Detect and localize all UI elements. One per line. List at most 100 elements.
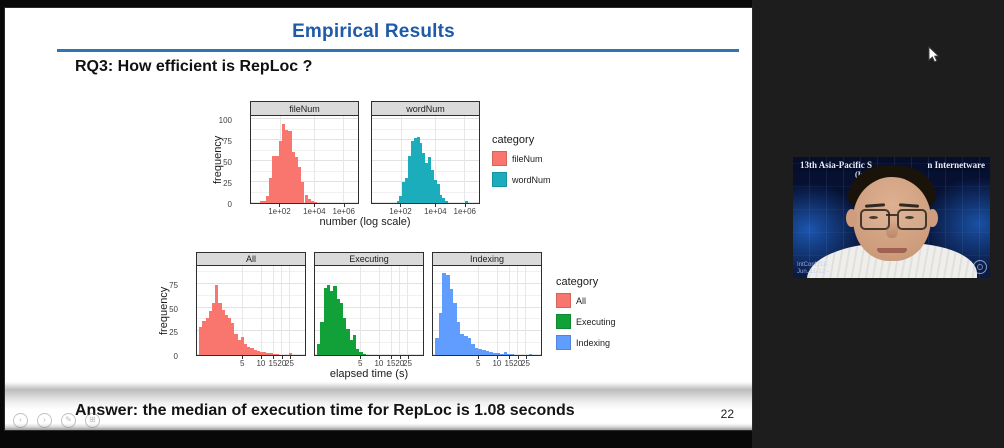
histogram-bar xyxy=(310,201,315,203)
gridline xyxy=(435,116,437,203)
histogram-bar xyxy=(247,346,251,355)
gridline xyxy=(260,266,262,355)
glasses-bridge xyxy=(886,214,897,216)
histogram-bar xyxy=(467,338,472,355)
next-slide-button[interactable]: › xyxy=(37,413,52,428)
x-tick-label: 1e+06 xyxy=(453,207,476,216)
histogram-bar xyxy=(269,178,273,203)
y-tick-label: 50 xyxy=(169,304,178,314)
presenter-controls: ‹ › ✎ ⊞ xyxy=(13,413,100,428)
gridline-minor xyxy=(251,191,358,193)
histogram-bar xyxy=(266,353,270,355)
legend-label: wordNum xyxy=(512,174,551,185)
gridline xyxy=(478,266,480,355)
histogram-bar xyxy=(272,155,276,203)
histogram-bar xyxy=(528,354,533,355)
x-tick-label: 15 xyxy=(504,359,514,368)
person-ear xyxy=(846,209,857,227)
gridline xyxy=(197,306,305,308)
histogram-bar xyxy=(320,322,324,355)
histogram-bar xyxy=(507,354,511,355)
person-mouth xyxy=(877,248,907,253)
x-tick-label: 20 xyxy=(277,359,287,368)
x-tick-mark xyxy=(464,204,466,207)
pen-tool-button[interactable]: ✎ xyxy=(61,413,76,428)
gridline-minor xyxy=(251,149,358,151)
legend-swatch xyxy=(492,172,507,187)
histogram-bar xyxy=(265,196,270,203)
facet-strip-label: All xyxy=(196,252,306,266)
virtual-bg-banner-right: n Internetware xyxy=(927,160,985,170)
legend-entry: fileNum xyxy=(492,151,551,166)
gridline xyxy=(360,266,362,355)
histogram-bar xyxy=(288,130,292,203)
chart-legend-elapsed-time: category All Executing Indexing xyxy=(556,276,616,356)
histogram-bar xyxy=(231,323,235,355)
histogram-bar xyxy=(263,352,267,355)
histogram-bar xyxy=(460,334,464,355)
page-number: 22 xyxy=(720,407,734,421)
facet-panel-Indexing xyxy=(432,265,542,356)
webcam-video-tile[interactable]: 13th Asia-Pacific S n Internetware (In I… xyxy=(793,157,990,278)
histogram-bar xyxy=(330,291,334,355)
gridline xyxy=(378,266,380,355)
histogram-bar xyxy=(326,284,331,355)
glasses-lens xyxy=(860,209,890,230)
histogram-bar xyxy=(250,348,254,355)
gridline-minor xyxy=(315,294,423,296)
x-tick-label: 1e+02 xyxy=(268,207,291,216)
histogram-bar xyxy=(202,321,206,355)
gridline xyxy=(242,266,244,355)
x-tick-mark xyxy=(378,356,380,359)
x-tick-mark xyxy=(525,356,527,359)
facet-panel-wordNum xyxy=(371,115,480,204)
histogram-bar xyxy=(456,322,461,355)
x-tick-label: 1e+06 xyxy=(332,207,355,216)
gridline xyxy=(251,181,358,183)
legend-swatch xyxy=(492,151,507,166)
histogram-bar xyxy=(221,310,225,355)
webcam-watermark-line2: Jun. 11-12 - xyxy=(797,269,829,275)
gridline-minor xyxy=(433,342,541,344)
gridline xyxy=(524,266,526,355)
histogram-bar xyxy=(282,124,286,203)
histogram-bar xyxy=(275,155,279,203)
x-tick-label: 5 xyxy=(357,359,363,368)
chart-legend-number: category fileNum wordNum xyxy=(492,134,551,193)
histogram-bar xyxy=(253,350,257,355)
gridline xyxy=(343,116,345,203)
x-tick-label: 5 xyxy=(475,359,481,368)
histogram-bar xyxy=(359,352,363,355)
histogram-bar xyxy=(199,326,203,355)
x-tick-label: 1e+04 xyxy=(303,207,326,216)
gridline xyxy=(197,282,305,284)
gridline xyxy=(315,306,423,308)
gridline xyxy=(251,139,358,141)
y-tick-label: 100 xyxy=(218,116,232,126)
x-tick-mark xyxy=(400,204,402,207)
gridline xyxy=(315,330,423,332)
histogram-bar xyxy=(294,157,299,203)
legend-label: All xyxy=(576,295,587,306)
person-nose xyxy=(886,221,898,238)
histogram-bar xyxy=(405,178,409,203)
histogram-bar xyxy=(346,328,350,355)
gridline xyxy=(399,266,401,355)
histogram-bar xyxy=(474,347,479,355)
x-tick-mark xyxy=(391,356,392,359)
all-slides-button[interactable]: ⊞ xyxy=(85,413,100,428)
gridline-minor xyxy=(251,170,358,172)
x-tick-label: 10 xyxy=(492,359,502,368)
previous-slide-button[interactable]: ‹ xyxy=(13,413,28,428)
histogram-bar xyxy=(503,352,508,355)
histogram-bar xyxy=(433,179,437,203)
person-eye xyxy=(905,216,914,219)
histogram-bar xyxy=(445,201,449,203)
histogram-bar xyxy=(449,289,454,355)
histogram-bar xyxy=(240,337,244,355)
legend-title: category xyxy=(492,134,535,146)
histogram-bar xyxy=(343,317,347,355)
y-tick-label: 75 xyxy=(223,137,232,147)
legend-entry: All xyxy=(556,293,616,308)
x-tick-mark xyxy=(496,356,498,359)
